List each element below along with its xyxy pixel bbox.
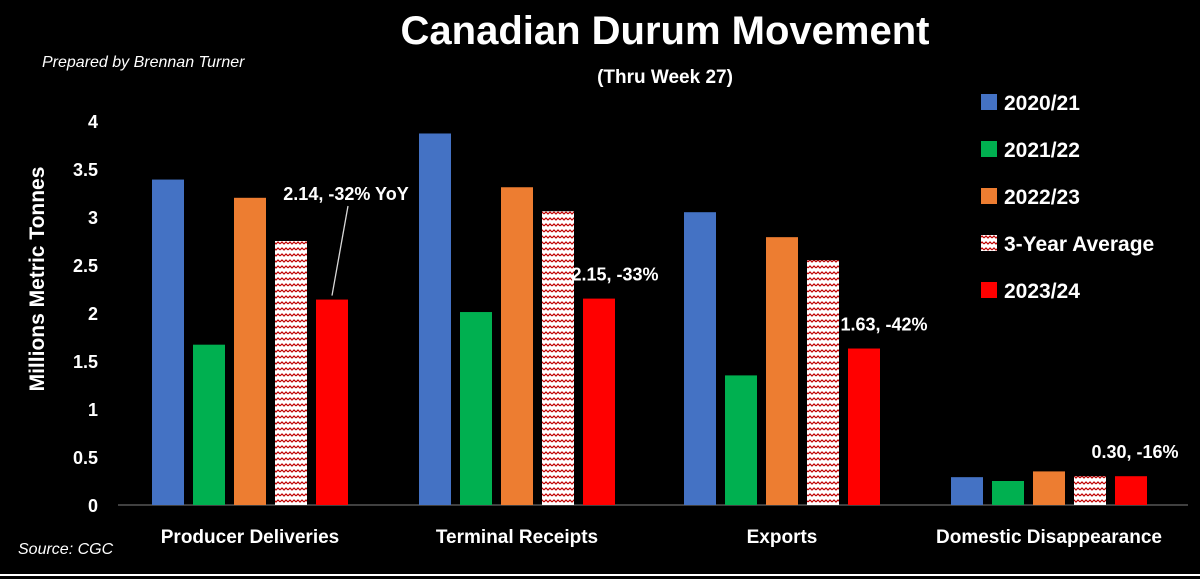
bar-group [419, 133, 615, 506]
annotation-leader-line [331, 205, 349, 296]
legend: 2020/21 2021/22 2022/23 3-Year Average 2023/… [981, 92, 1154, 303]
legend-label: 2021/22 [1004, 139, 1080, 162]
data-annotations: 2.14, -32% YoY 2.15, -33% 1.63, -42% 0.30, … [283, 184, 1178, 462]
bar [193, 344, 225, 505]
y-tick-label: 1.5 [73, 352, 98, 372]
bar [419, 133, 451, 506]
chart-subtitle: (Thru Week 27) [597, 67, 733, 88]
bar [234, 197, 266, 506]
x-tick-label: Producer Deliveries [161, 527, 339, 548]
y-tick-label: 0 [88, 496, 98, 516]
data-annotation: 2.15, -33% [571, 265, 658, 285]
bar [152, 179, 184, 505]
bar [583, 298, 615, 505]
legend-swatch [981, 235, 997, 251]
x-tick-label: Terminal Receipts [436, 527, 598, 548]
bar-group [684, 212, 880, 505]
y-tick-label: 0.5 [73, 448, 98, 468]
y-tick-label: 1 [88, 400, 98, 420]
y-tick-label: 2.5 [73, 256, 98, 276]
y-axis-label: Millions Metric Tonnes [26, 167, 49, 392]
legend-label: 2023/24 [1004, 280, 1080, 303]
y-tick-label: 2 [88, 304, 98, 324]
legend-swatch [981, 141, 997, 157]
bar [807, 260, 839, 505]
bar [992, 481, 1024, 505]
x-axis-labels: Producer Deliveries Terminal Receipts Expo… [161, 527, 1162, 548]
bar [460, 312, 492, 505]
data-annotation: 2.14, -32% YoY [283, 184, 408, 204]
bar-group [152, 179, 348, 506]
bar [725, 375, 757, 505]
legend-swatch [981, 94, 997, 110]
y-tick-label: 3 [88, 208, 98, 228]
y-tick-label: 3.5 [73, 160, 98, 180]
y-axis-ticks: 0 0.5 1 1.5 2 2.5 3 3.5 4 [73, 112, 98, 516]
legend-swatch [981, 188, 997, 204]
y-tick-label: 4 [88, 112, 98, 132]
data-annotation: 1.63, -42% [840, 315, 927, 335]
chart-title: Canadian Durum Movement [401, 9, 930, 53]
bar [501, 187, 533, 506]
legend-label: 2020/21 [1004, 92, 1080, 115]
bar [1115, 476, 1147, 505]
x-tick-label: Domestic Disappearance [936, 527, 1162, 548]
bar [684, 212, 716, 505]
legend-label: 3-Year Average [1004, 233, 1154, 256]
bar [316, 299, 348, 505]
bar [951, 477, 983, 505]
x-tick-label: Exports [747, 527, 818, 548]
bar [275, 241, 307, 505]
data-annotation: 0.30, -16% [1091, 442, 1178, 462]
bar [848, 348, 880, 505]
bar-group [951, 471, 1147, 505]
bar [1074, 476, 1106, 505]
credit-text: Prepared by Brennan Turner [42, 54, 245, 71]
legend-label: 2022/23 [1004, 186, 1080, 209]
bar [542, 211, 574, 506]
bar [766, 237, 798, 505]
bar [1033, 471, 1065, 505]
bar-groups [152, 133, 1147, 506]
source-text: Source: CGC [18, 541, 114, 558]
legend-swatch [981, 282, 997, 298]
